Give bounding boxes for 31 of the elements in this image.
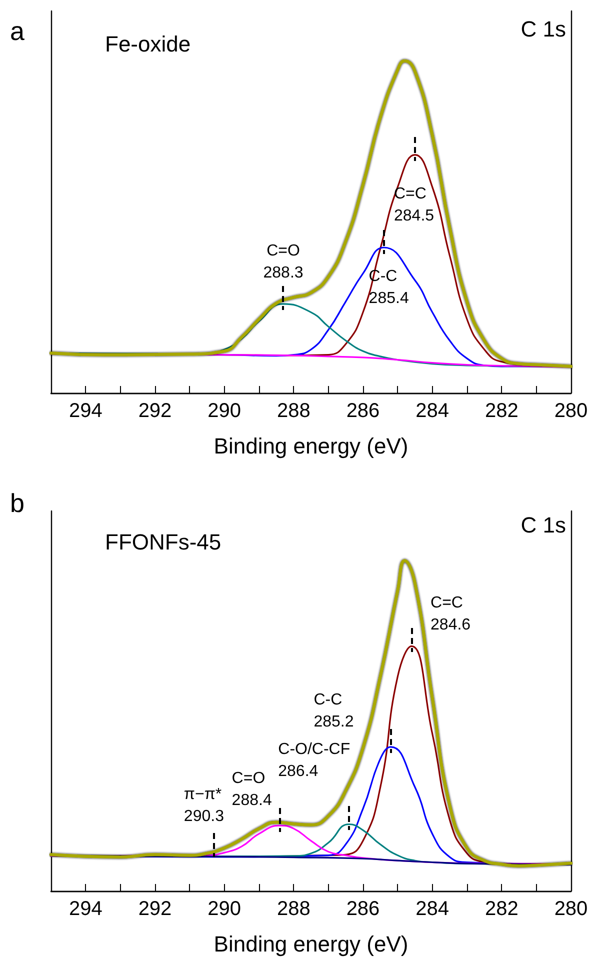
- x-tick-label: 286: [346, 400, 380, 422]
- x-tick-label: 288: [276, 400, 310, 422]
- annotation: C-C 285.2: [314, 691, 354, 730]
- x-tick-label: 286: [346, 898, 380, 920]
- chart-title: FFONFs-45: [105, 530, 222, 554]
- x-tick-label: 290: [208, 898, 242, 920]
- x-tick-label: 282: [484, 400, 518, 422]
- x-tick-label: 280: [554, 400, 588, 422]
- text: b: [10, 488, 24, 518]
- x-tick-label: 290: [208, 400, 242, 422]
- annotation: C=C 284.6: [430, 594, 471, 634]
- annotation: C=O 288.4: [232, 770, 272, 810]
- annotation: C=O 288.3: [263, 242, 304, 282]
- x-tick-label: 292: [138, 400, 172, 422]
- x-axis-title: Binding energy (eV): [214, 932, 408, 956]
- annotation: C=C 284.5: [394, 185, 434, 224]
- x-tick-label: 280: [554, 898, 588, 920]
- x-axis-title: Binding energy (eV): [214, 434, 408, 458]
- text: a: [10, 16, 25, 46]
- annotation: C-O/C-CF 286.4: [278, 740, 350, 780]
- x-tick-label: 282: [484, 898, 518, 920]
- x-tick-label: 284: [416, 898, 450, 920]
- x-tick-label: 284: [416, 400, 450, 422]
- text: C 1s: [520, 16, 566, 42]
- text: C 1s: [520, 512, 566, 538]
- x-tick-label: 294: [68, 898, 102, 920]
- annotation: π−π* 290.3: [184, 786, 224, 825]
- x-tick-label: 288: [276, 898, 310, 920]
- x-tick-label: 294: [68, 400, 102, 422]
- chart-title: Fe-oxide: [105, 32, 191, 56]
- x-tick-label: 292: [138, 898, 172, 920]
